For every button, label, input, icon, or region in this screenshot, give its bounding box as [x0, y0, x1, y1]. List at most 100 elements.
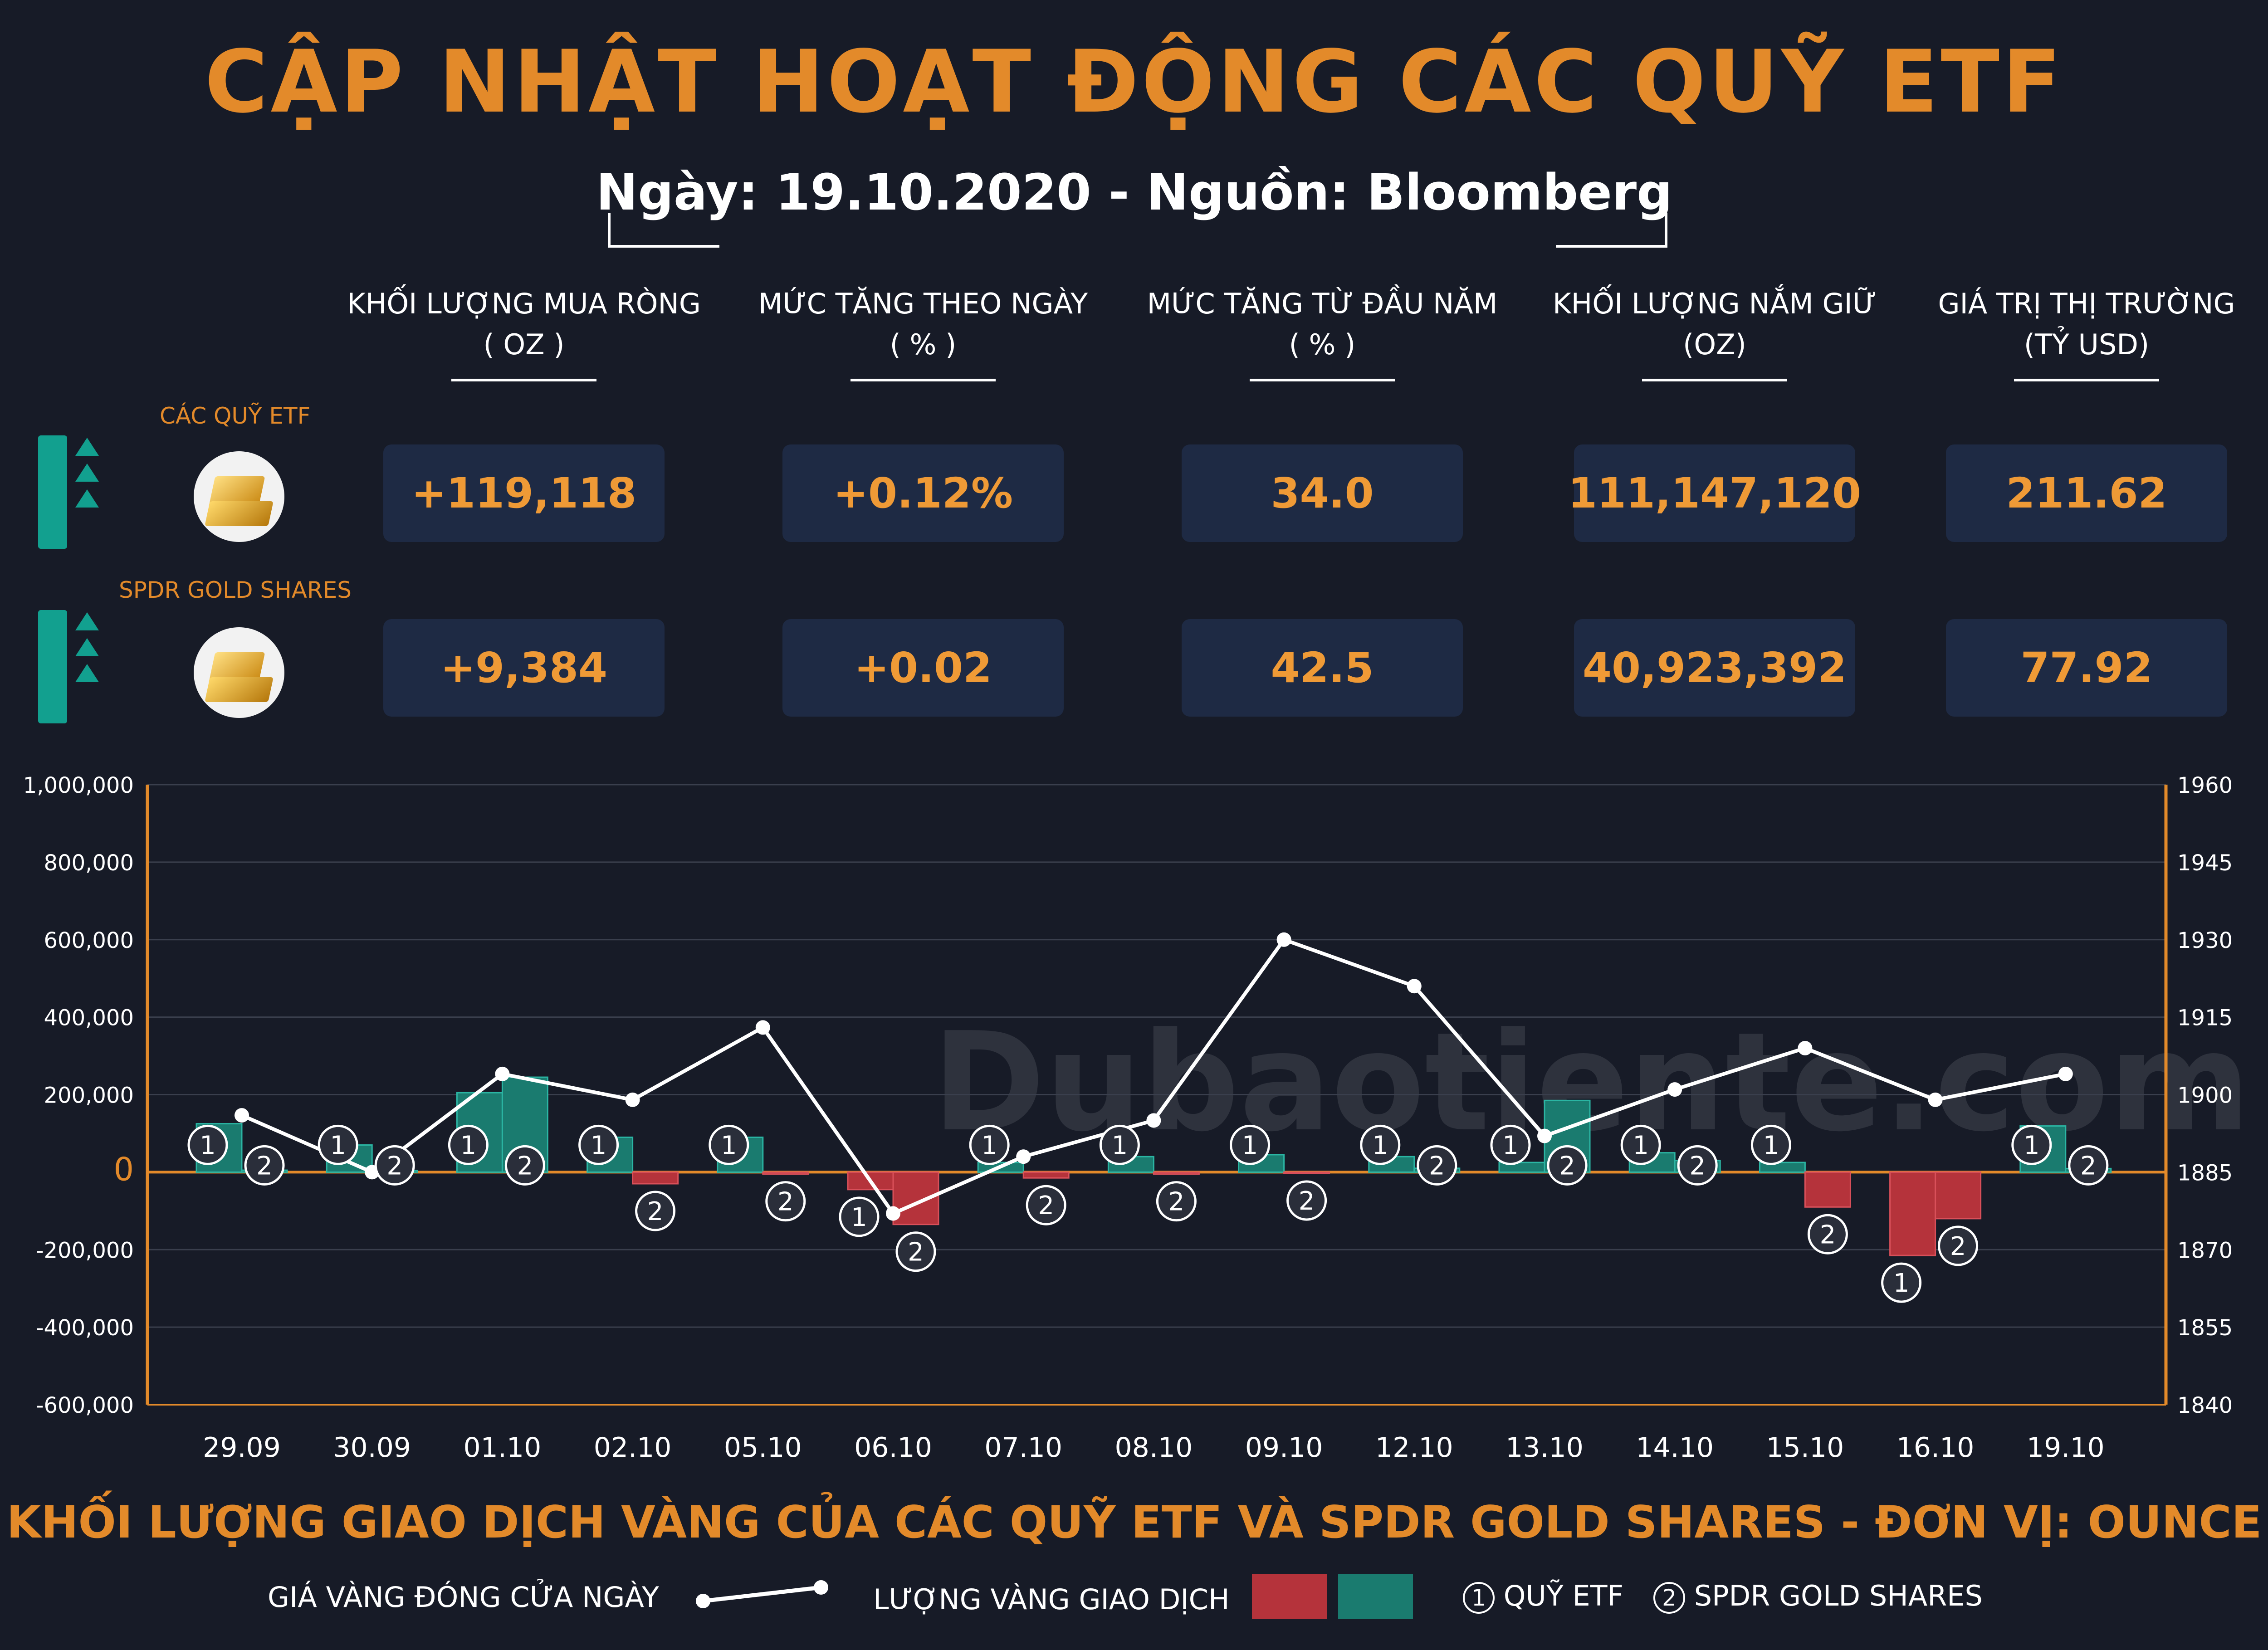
column-header-unit: ( % ) [890, 328, 957, 361]
column-header-unit: (OZ) [1683, 328, 1746, 361]
marker-label: 1 [1763, 1131, 1779, 1160]
marker-circle [1620, 1124, 1661, 1165]
y2-tick-label: 1855 [2177, 1315, 2233, 1341]
series-marker-2: 2 [1286, 1180, 1327, 1221]
series-marker-1: 1 [318, 1124, 358, 1165]
x-tick-label: 29.09 [203, 1432, 281, 1464]
marker-label: 2 [386, 1151, 403, 1181]
legend-line-label: GIÁ VÀNG ĐÓNG CỬA NGÀY [268, 1581, 659, 1614]
marker-label: 2 [2080, 1151, 2097, 1181]
marker-circle [895, 1231, 936, 1272]
marker-label: 2 [1689, 1151, 1706, 1181]
series-marker-2: 2 [504, 1145, 545, 1186]
row-label-spdr: SPDR GOLD SHARES [119, 577, 352, 603]
up-arrow-icon [75, 638, 99, 656]
series-marker-1: 1 [1620, 1124, 1661, 1165]
column-header-holdings: KHỐI LƯỢNG NẮM GIỮ (OZ) [1510, 283, 1919, 381]
column-header-label: KHỐI LƯỢNG NẮM GIỮ [1552, 287, 1877, 320]
column-header-rule [1250, 379, 1395, 381]
column-header-label: MỨC TĂNG THEO NGÀY [758, 287, 1088, 320]
x-tick-label: 15.10 [1766, 1432, 1844, 1464]
marker-label: 1 [330, 1131, 346, 1160]
series-marker-1: 1 [578, 1124, 619, 1165]
series-marker-1: 1 [839, 1196, 880, 1237]
page-subtitle: Ngày: 19.10.2020 - Nguồn: Bloomberg [596, 163, 1672, 221]
up-arrow-icon [75, 664, 99, 682]
price-point [2058, 1066, 2073, 1081]
bar-2 [1804, 1171, 1851, 1208]
column-header-unit: ( % ) [1289, 328, 1356, 361]
y2-tick-label: 1945 [2177, 850, 2233, 876]
marker-label: 1 [591, 1131, 607, 1160]
series-marker-2: 2 [1807, 1214, 1848, 1255]
marker-circle [318, 1124, 358, 1165]
marker-label: 1 [1112, 1131, 1128, 1160]
up-arrow-icon [75, 489, 99, 508]
marker-label: 1 [851, 1203, 867, 1232]
x-tick-label: 30.09 [333, 1432, 411, 1464]
y-tick-label: 800,000 [44, 850, 134, 876]
marker-circle [1099, 1124, 1140, 1165]
etf-volume-chart: Dubaotiente.com -600,000 1840-400,000 1855… [23, 773, 2251, 1464]
marker-label: 1 [200, 1131, 216, 1160]
legend-swatch-teal [1338, 1574, 1413, 1619]
marker-label: 1 [981, 1131, 997, 1160]
marker-label: 2 [1820, 1220, 1836, 1250]
marker-label: 2 [1429, 1151, 1445, 1181]
marker-label: 2 [1950, 1232, 1966, 1261]
series-marker-1: 1 [1360, 1124, 1401, 1165]
up-arrow-icon [75, 612, 99, 630]
y-tick-label: -400,000 [36, 1315, 134, 1341]
series-marker-2: 2 [1677, 1145, 1718, 1186]
marker-2-icon: 2 [1653, 1582, 1685, 1614]
marker-circle [448, 1124, 489, 1165]
y-tick-label: 200,000 [44, 1083, 134, 1108]
bar-2 [1022, 1171, 1070, 1179]
marker-label: 2 [1168, 1187, 1185, 1217]
marker-circle [2011, 1124, 2052, 1165]
series-marker-2: 2 [1156, 1181, 1197, 1222]
series-marker-1: 1 [448, 1124, 489, 1165]
value-card-daily-change: +0.02 [782, 619, 1064, 717]
bar-1 [1889, 1171, 1936, 1256]
series-marker-1: 1 [1230, 1124, 1271, 1165]
marker-label: 2 [1038, 1191, 1054, 1220]
marker-label: 1 [721, 1131, 737, 1160]
marker-circle [709, 1124, 749, 1165]
column-header-label: GIÁ TRỊ THỊ TRƯỜNG [1938, 287, 2235, 320]
series-marker-1: 1 [1881, 1262, 1922, 1303]
marker-label: 2 [1299, 1186, 1315, 1216]
marker-label: 1 [1242, 1131, 1258, 1160]
marker-label: 2 [517, 1151, 533, 1181]
price-point [1016, 1149, 1031, 1164]
row-label-etf: CÁC QUỸ ETF [160, 403, 311, 429]
column-header-rule [451, 379, 596, 381]
y2-tick-label: 1840 [2177, 1393, 2233, 1418]
x-tick-label: 06.10 [854, 1432, 932, 1464]
legend-marker-spdr: 2 SPDR GOLD SHARES [1653, 1579, 1983, 1614]
bar-2 [632, 1171, 679, 1185]
x-tick-label: 08.10 [1115, 1432, 1193, 1464]
y-tick-label: 0 [113, 1151, 134, 1188]
value-card-net-volume: +9,384 [383, 619, 665, 717]
series-marker-1: 1 [187, 1124, 228, 1165]
value-card-market-value: 211.62 [1946, 444, 2227, 542]
marker-circle [1938, 1225, 1979, 1266]
y2-tick-label: 1900 [2177, 1083, 2233, 1108]
bar-2 [1935, 1171, 1982, 1220]
series-marker-2: 2 [765, 1181, 806, 1222]
marker-circle [1286, 1180, 1327, 1221]
up-arrow-icon [75, 464, 99, 482]
marker-label: 1 [1372, 1131, 1388, 1160]
series-marker-2: 2 [374, 1145, 415, 1186]
y-tick-label: 1,000,000 [23, 773, 134, 798]
series-marker-2: 2 [244, 1145, 285, 1186]
marker-circle [1677, 1145, 1718, 1186]
marker-circle [1807, 1214, 1848, 1255]
series-marker-2: 2 [1547, 1145, 1588, 1186]
y2-tick-label: 1885 [2177, 1160, 2233, 1186]
column-header-rule [1642, 379, 1787, 381]
series-marker-2: 2 [1417, 1145, 1457, 1186]
column-header-label: KHỐI LƯỢNG MUA RÒNG [347, 287, 701, 320]
marker-label: 1 [1502, 1131, 1519, 1160]
